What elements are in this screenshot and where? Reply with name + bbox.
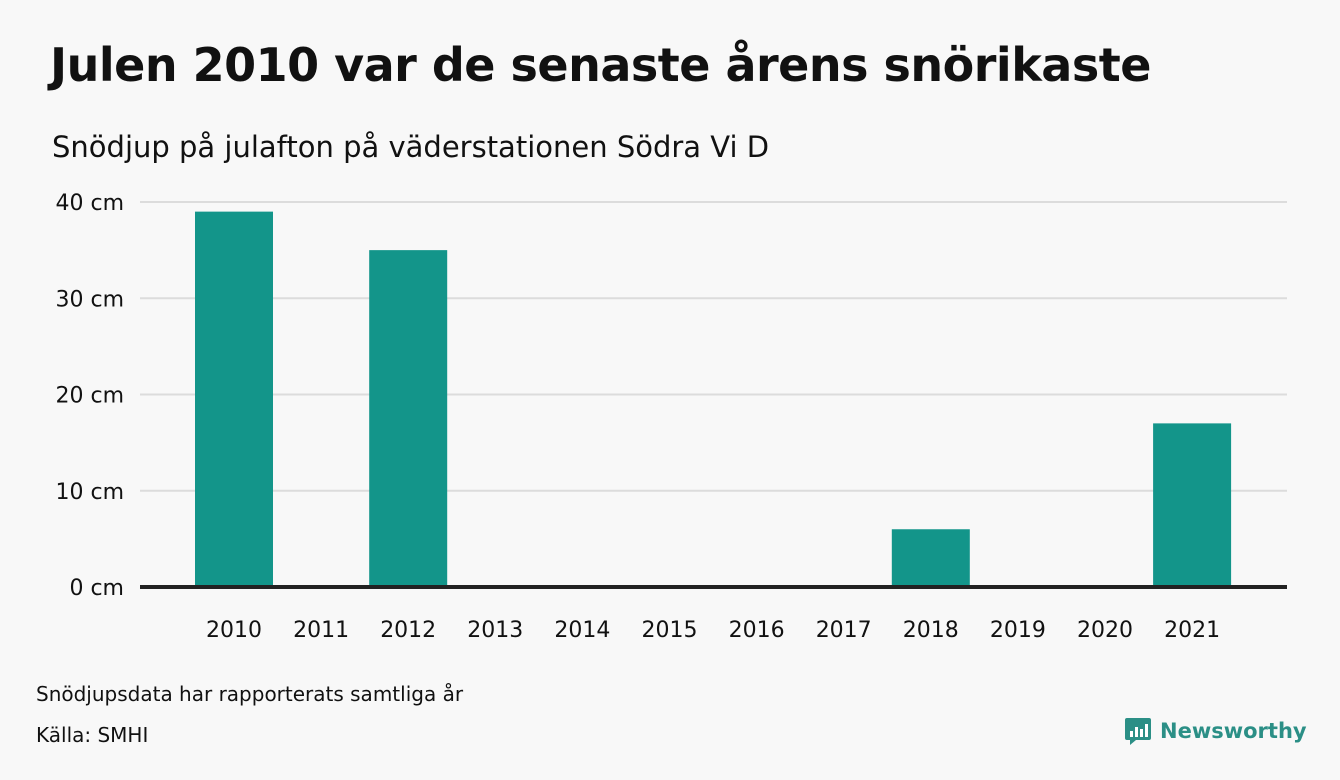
x-tick-label: 2019 [990,618,1046,643]
y-tick-label: 30 cm [55,287,124,312]
bar-2010 [195,211,273,587]
x-tick-label: 2014 [554,618,610,643]
source-credit: Källa: SMHI [36,723,149,747]
bar-2018 [891,529,970,587]
bar-2021 [1153,423,1232,587]
x-tick-label: 2010 [206,618,262,643]
chart-subtitle: Snödjup på julafton på väderstationen Sö… [52,130,770,164]
x-tick-label: 2015 [642,618,698,643]
y-axis-labels: 0 cm 10 cm 20 cm 30 cm 40 cm [55,191,124,601]
x-tick-label: 2013 [467,618,523,643]
chart-title: Julen 2010 var de senaste årens snörikas… [50,38,1151,92]
gridlines [140,201,1287,492]
y-tick-label: 20 cm [55,384,124,409]
newsworthy-logo-icon [1125,718,1151,745]
y-tick-label: 40 cm [55,191,124,216]
x-tick-label: 2011 [293,618,349,643]
x-tick-label: 2017 [816,618,872,643]
x-tick-label: 2018 [903,618,959,643]
brand-name: Newsworthy [1160,719,1307,743]
brand-logo: Newsworthy [1124,716,1307,746]
y-tick-label: 10 cm [55,480,124,505]
x-axis-labels: 2010 2011 2012 2013 2014 2015 2016 2017 2018 2019… [206,618,1220,643]
bar-2012 [369,250,448,587]
bars [195,211,1232,587]
footnote: Snödjupsdata har rapporterats samtliga å… [36,682,464,706]
x-tick-label: 2016 [729,618,785,643]
x-tick-label: 2020 [1077,618,1133,643]
x-tick-label: 2012 [380,618,436,643]
x-tick-label: 2021 [1164,618,1220,643]
y-tick-label: 0 cm [69,576,124,601]
